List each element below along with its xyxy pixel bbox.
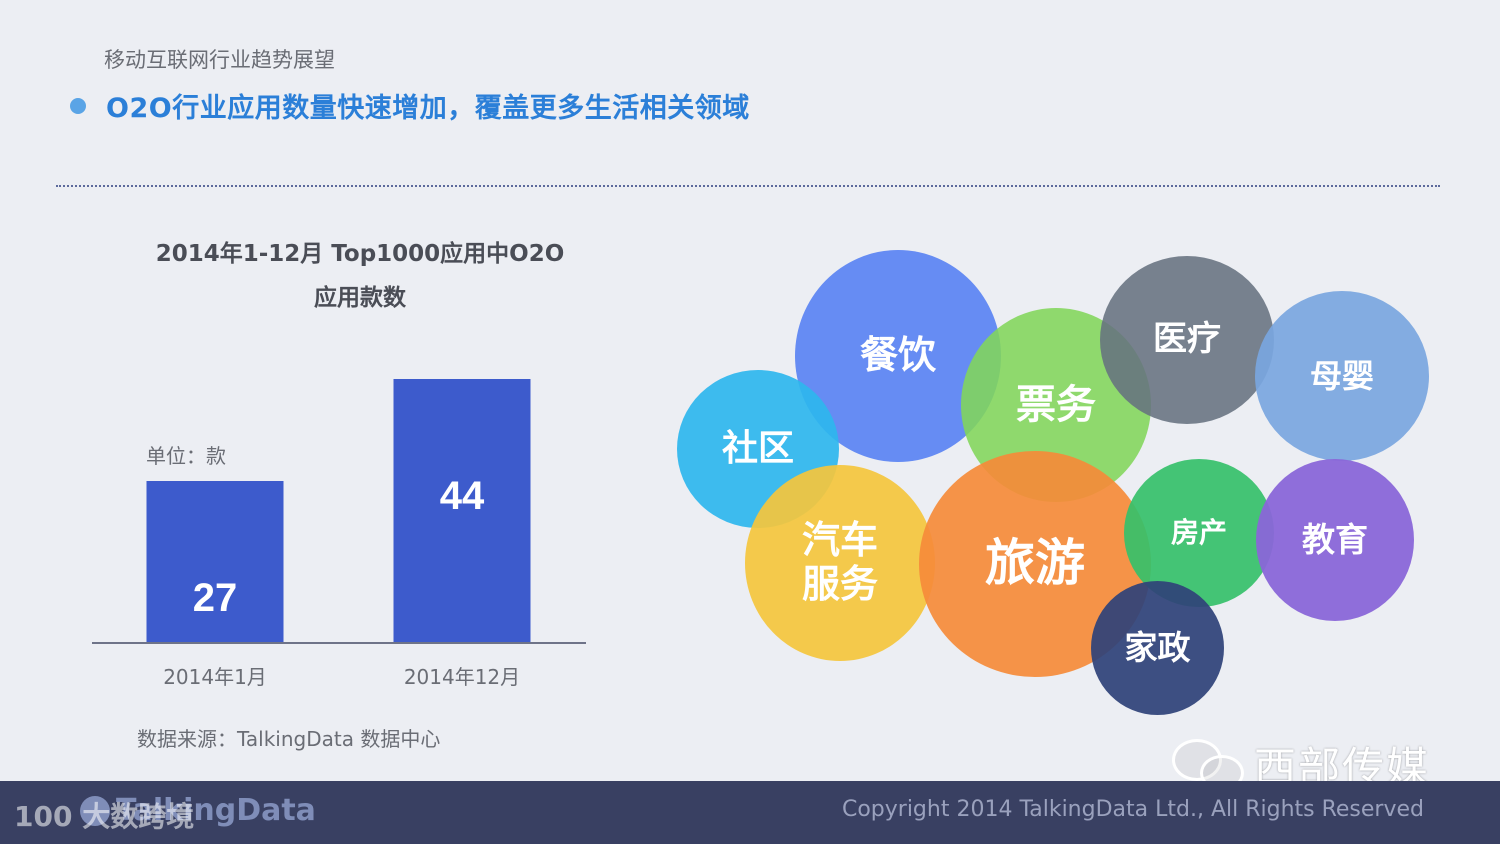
bar-value-label: 44 xyxy=(440,474,485,518)
chart-title-line2: 应用款数 xyxy=(314,285,406,311)
corner-watermark: 100 大数跨境 xyxy=(14,800,195,833)
logo-mark-icon xyxy=(80,795,110,826)
talkingdata-logo: TalkingData xyxy=(80,793,316,828)
bullet-dot xyxy=(70,97,86,114)
unit-label: 单位：款 xyxy=(146,444,226,468)
bar-1 xyxy=(146,481,284,643)
headline: O2O行业应用数量快速增加，覆盖更多生活相关领域 xyxy=(70,86,750,125)
bubble-label: 汽车 xyxy=(801,518,878,563)
bubble-label: 旅游 xyxy=(985,534,1085,593)
bubble-qiche: 汽车 服务 xyxy=(745,465,935,661)
footer-bar: TalkingData Copyright 2014 TalkingData L… xyxy=(0,781,1500,844)
bubble-fangchan: 房产 xyxy=(1124,459,1274,607)
chart-title-line1: 2014年1-12月 Top1000应用中O2O xyxy=(155,241,565,267)
bar-chart: 27 2014年1月 44 2014年12月 xyxy=(92,379,586,689)
category-label: 2014年12月 xyxy=(404,665,520,689)
logo-text: TalkingData xyxy=(116,793,316,828)
copyright: Copyright 2014 TalkingData Ltd., All Rig… xyxy=(841,797,1424,822)
bubble-label: 房产 xyxy=(1170,515,1227,549)
bubble-label: 教育 xyxy=(1302,520,1368,560)
bubble-label: 票务 xyxy=(1016,382,1096,428)
eyebrow-title: 移动互联网行业趋势展望 xyxy=(104,48,335,72)
dotted-divider xyxy=(56,185,1440,187)
bubble-muying: 母婴 xyxy=(1255,291,1429,461)
bubble-label: 家政 xyxy=(1124,628,1191,668)
bubble-label: 服务 xyxy=(801,562,878,606)
chart-title: 2014年1-12月 Top1000应用中O2O 应用款数 xyxy=(90,232,630,320)
bubble-label: 母婴 xyxy=(1309,356,1374,395)
category-label: 2014年1月 xyxy=(163,665,267,689)
bar-value-label: 27 xyxy=(193,576,238,620)
bar-2 xyxy=(393,379,531,643)
bubble-yiliao: 医疗 xyxy=(1100,256,1274,424)
bubble-jiaoyu: 教育 xyxy=(1256,459,1414,621)
data-source: 数据来源：TalkingData 数据中心 xyxy=(137,727,441,751)
headline-text: O2O行业应用数量快速增加，覆盖更多生活相关领域 xyxy=(106,93,750,124)
bubble-label: 医疗 xyxy=(1153,319,1221,360)
bubble-label: 社区 xyxy=(721,428,794,470)
bubble-jiazheng: 家政 xyxy=(1091,581,1224,715)
bubble-label: 餐饮 xyxy=(859,333,936,378)
